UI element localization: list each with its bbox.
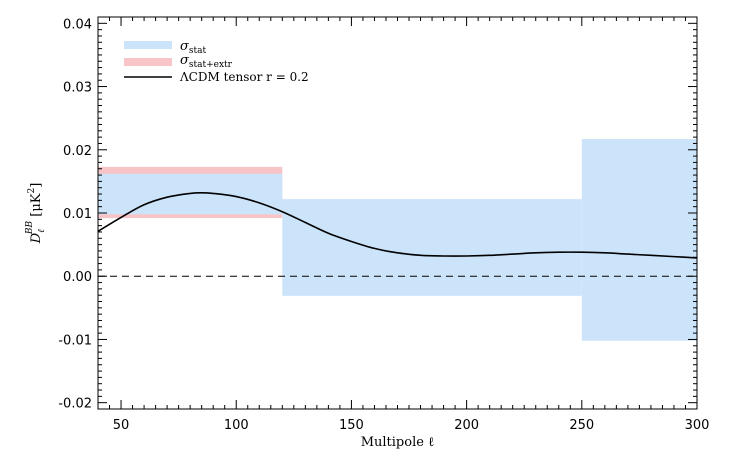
x-tick-label: 200 <box>454 418 479 433</box>
y-axis-title: DℓBB [μK2] <box>25 183 47 245</box>
bin-2-stat-band <box>282 199 582 296</box>
y-tick-label: 0.03 <box>63 81 92 96</box>
x-tick-label: 250 <box>569 418 594 433</box>
x-tick-label: 300 <box>685 418 710 433</box>
y-tick-label: 0.01 <box>63 207 92 222</box>
y-tick-label: 0.02 <box>63 144 92 159</box>
plot-area <box>97 139 698 341</box>
y-tick-label: 0.00 <box>63 270 92 285</box>
x-tick-label: 150 <box>339 418 364 433</box>
y-tick-label: -0.02 <box>58 397 92 412</box>
lcdm-tensor-curve <box>97 191 698 259</box>
x-axis-title: Multipole ℓ <box>361 435 435 450</box>
legend-swatch-stat-extr <box>124 58 172 66</box>
x-tick-label: 50 <box>113 418 130 433</box>
axis-titles: Multipole ℓ DℓBB [μK2] <box>25 183 434 450</box>
y-tick-label: 0.04 <box>63 17 92 32</box>
x-tick-label: 100 <box>224 418 249 433</box>
legend-swatch-stat <box>124 41 172 49</box>
y-tick-label: -0.01 <box>58 333 92 348</box>
legend-label-stat-extr: σstat+extr <box>180 53 233 70</box>
bin-3-stat-band <box>581 139 697 341</box>
legend-label-stat: σstat <box>180 39 206 56</box>
legend-label-model: ΛCDM tensor r = 0.2 <box>179 70 309 84</box>
axes: 50 100 150 200 250 300 -0.02 -0.01 0.00 0.01 0.02 0… <box>58 16 710 433</box>
